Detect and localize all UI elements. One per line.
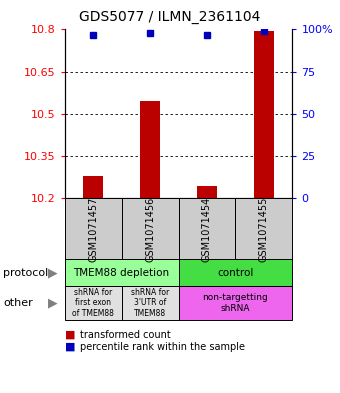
Text: GDS5077 / ILMN_2361104: GDS5077 / ILMN_2361104 bbox=[79, 10, 261, 24]
Text: GSM1071455: GSM1071455 bbox=[259, 196, 269, 262]
Text: shRNA for
3'UTR of
TMEM88: shRNA for 3'UTR of TMEM88 bbox=[131, 288, 169, 318]
Text: ■: ■ bbox=[65, 330, 75, 340]
Text: control: control bbox=[217, 268, 254, 278]
Bar bbox=[254, 31, 274, 198]
Text: ■: ■ bbox=[65, 342, 75, 351]
Bar bbox=[197, 186, 217, 198]
Text: GSM1071456: GSM1071456 bbox=[145, 196, 155, 262]
Bar bbox=[140, 101, 160, 198]
Text: transformed count: transformed count bbox=[80, 330, 171, 340]
Text: TMEM88 depletion: TMEM88 depletion bbox=[73, 268, 170, 278]
Text: GSM1071457: GSM1071457 bbox=[88, 196, 98, 262]
Text: ▶: ▶ bbox=[48, 296, 57, 309]
Text: other: other bbox=[3, 298, 33, 308]
Text: GSM1071454: GSM1071454 bbox=[202, 196, 212, 262]
Text: non-targetting
shRNA: non-targetting shRNA bbox=[203, 293, 268, 312]
Bar bbox=[83, 176, 103, 198]
Text: shRNA for
first exon
of TMEM88: shRNA for first exon of TMEM88 bbox=[72, 288, 114, 318]
Text: ▶: ▶ bbox=[48, 266, 57, 279]
Text: protocol: protocol bbox=[3, 268, 49, 278]
Text: percentile rank within the sample: percentile rank within the sample bbox=[80, 342, 245, 351]
